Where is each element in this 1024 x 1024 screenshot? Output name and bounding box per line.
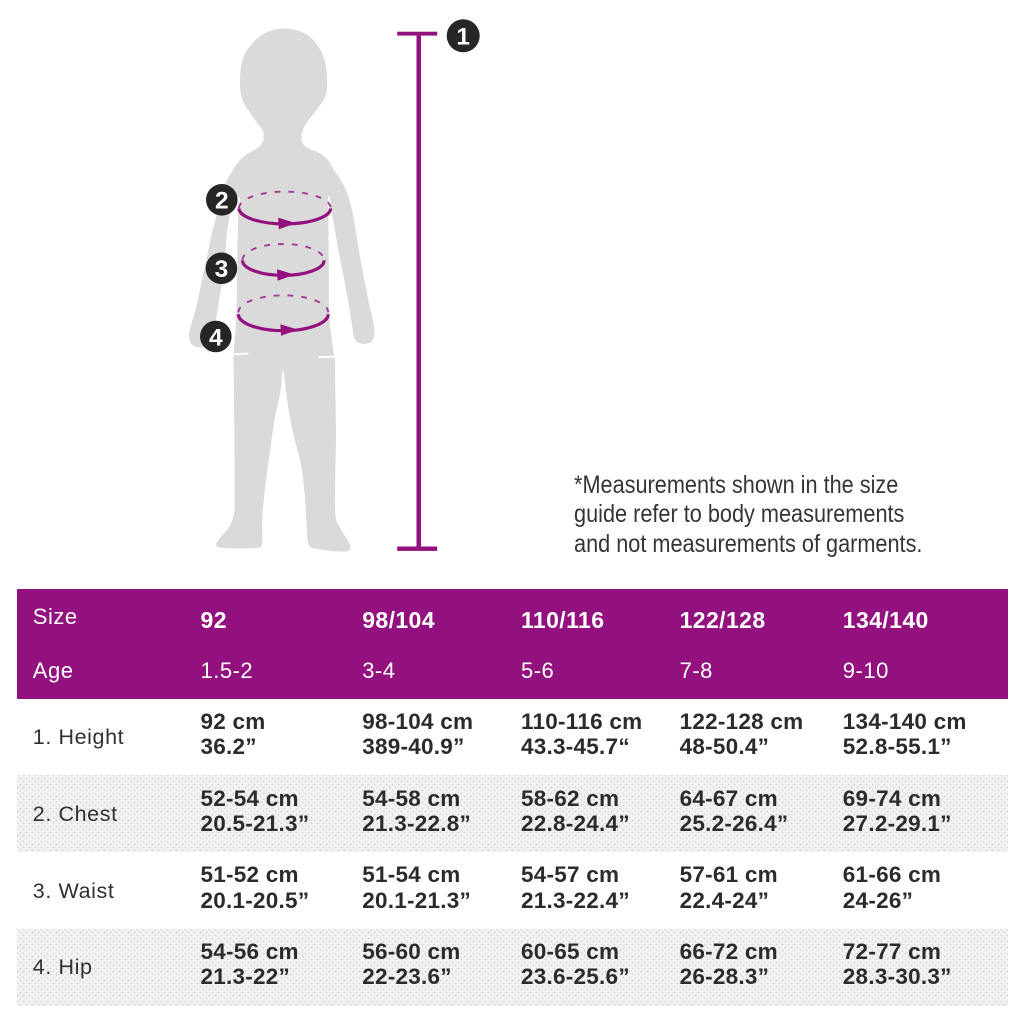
svg-text:3: 3 — [215, 256, 229, 283]
svg-text:2: 2 — [215, 188, 229, 215]
svg-text:1: 1 — [456, 24, 470, 51]
svg-text:4: 4 — [209, 324, 223, 351]
